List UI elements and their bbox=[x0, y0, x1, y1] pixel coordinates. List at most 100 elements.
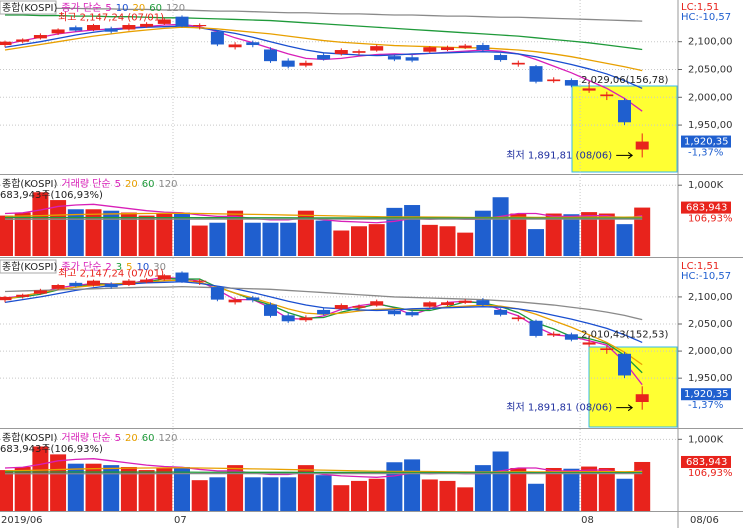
candle-body bbox=[175, 272, 189, 282]
ratio-label: 106,93% bbox=[688, 468, 733, 479]
y-tick-label: 2,050,00 bbox=[688, 64, 733, 75]
highlight-box bbox=[588, 346, 678, 428]
volume-bar bbox=[333, 485, 350, 511]
candle-body bbox=[352, 51, 366, 53]
volume-bar bbox=[14, 466, 31, 511]
legend-entry: 60 bbox=[149, 3, 162, 14]
candle-body bbox=[0, 41, 12, 46]
volume-bar bbox=[156, 467, 173, 511]
legend-entry: 5 bbox=[115, 179, 121, 190]
change-label: -1,37% bbox=[688, 148, 723, 159]
candle-body bbox=[210, 287, 224, 300]
legend-entry: 2 bbox=[105, 262, 111, 273]
y-tick-label: 2,100,00 bbox=[688, 37, 733, 48]
high-label: 최고 2,147,24 (07/01) bbox=[58, 11, 164, 23]
volume-bar bbox=[315, 220, 332, 256]
volume-bar bbox=[191, 225, 208, 256]
volume-bar bbox=[368, 478, 385, 511]
candle-body bbox=[228, 44, 242, 48]
volume-bar bbox=[0, 215, 13, 256]
candle-body bbox=[405, 57, 419, 61]
volume-bar bbox=[120, 466, 137, 511]
hc-label: HC:-10,57 bbox=[681, 12, 731, 23]
legend-entry: 20 bbox=[133, 3, 146, 14]
volume-bar bbox=[421, 224, 438, 256]
candle-body bbox=[458, 45, 472, 48]
legend-entry: 10 bbox=[116, 3, 129, 14]
legend-entry: 120 bbox=[158, 179, 177, 190]
last-volume: 683,943 bbox=[686, 457, 727, 468]
ma-line bbox=[4, 203, 643, 224]
candle-body bbox=[140, 23, 154, 27]
volume-bar bbox=[598, 213, 615, 256]
last-price: 1,920,35 bbox=[684, 389, 729, 400]
volume-bar bbox=[368, 224, 385, 256]
x-tick-label: 07 bbox=[174, 515, 187, 526]
volume-bar bbox=[244, 222, 261, 256]
legend-entry: 3 bbox=[116, 262, 122, 273]
candle-body bbox=[582, 342, 596, 345]
volume-bar bbox=[351, 226, 367, 256]
volume-bar bbox=[474, 465, 491, 511]
volume-bar bbox=[528, 483, 544, 511]
candle-body bbox=[476, 45, 490, 51]
low-arrow bbox=[616, 404, 634, 412]
ma-line bbox=[4, 6, 643, 22]
volume-bar bbox=[581, 466, 598, 511]
mark-label: 2,029,06(156,78) bbox=[581, 75, 668, 86]
candle-body bbox=[387, 311, 401, 315]
last-price-box bbox=[681, 388, 731, 401]
candle-body bbox=[387, 56, 401, 60]
candle-body bbox=[16, 39, 30, 42]
hc-label: HC:-10,57 bbox=[681, 271, 731, 282]
legend-entry: 120 bbox=[158, 433, 177, 444]
ma-line bbox=[5, 14, 643, 51]
candle-body bbox=[69, 282, 83, 287]
header-bg bbox=[0, 259, 57, 274]
volume-bar bbox=[634, 461, 651, 511]
candle-body bbox=[299, 62, 313, 66]
last-volume-box bbox=[681, 201, 731, 214]
header-bg bbox=[0, 0, 57, 15]
candle-body bbox=[476, 300, 490, 306]
chart-name: 종합(KOSPI) bbox=[2, 261, 58, 273]
volume-bar bbox=[174, 466, 190, 511]
candle-body bbox=[87, 280, 100, 286]
volume-bar bbox=[545, 213, 562, 256]
candle-body bbox=[529, 66, 543, 82]
candle-body bbox=[140, 279, 154, 283]
ma-label: 거래량 단순 bbox=[61, 432, 110, 444]
current-date: 08/06 bbox=[690, 515, 719, 526]
candle-body bbox=[600, 348, 614, 350]
volume-bar bbox=[528, 229, 544, 256]
candle-body bbox=[0, 296, 12, 301]
candle-body bbox=[564, 334, 578, 340]
volume-bar bbox=[67, 463, 84, 511]
volume-bar bbox=[120, 212, 137, 256]
volume-bar bbox=[492, 451, 509, 511]
volume-bar bbox=[297, 210, 314, 256]
candle-body bbox=[157, 275, 171, 280]
volume-bar bbox=[598, 467, 615, 511]
volume-bar bbox=[333, 230, 350, 256]
candle-body bbox=[618, 353, 631, 376]
ma-line bbox=[4, 467, 643, 473]
volume-bar bbox=[457, 487, 474, 511]
volume-bar bbox=[315, 475, 332, 511]
volume-bar bbox=[244, 477, 261, 511]
candle-body bbox=[122, 280, 136, 285]
candle-body bbox=[547, 79, 561, 82]
legend-entry: 5 bbox=[126, 262, 132, 273]
volume-bar bbox=[209, 222, 226, 256]
high-label: 최고 2,147,24 (07/01) bbox=[58, 267, 164, 279]
candle-body bbox=[246, 297, 260, 301]
ma-line bbox=[4, 212, 643, 219]
ratio-label: 106,93% bbox=[688, 214, 733, 225]
candle-body bbox=[281, 60, 295, 67]
volume-info: 683,943주(106,93%) bbox=[0, 444, 103, 455]
candle-body bbox=[352, 306, 366, 308]
volume-bar bbox=[32, 192, 49, 256]
volume-bar bbox=[32, 446, 49, 511]
y-tick-label: 2,000,00 bbox=[688, 346, 733, 357]
